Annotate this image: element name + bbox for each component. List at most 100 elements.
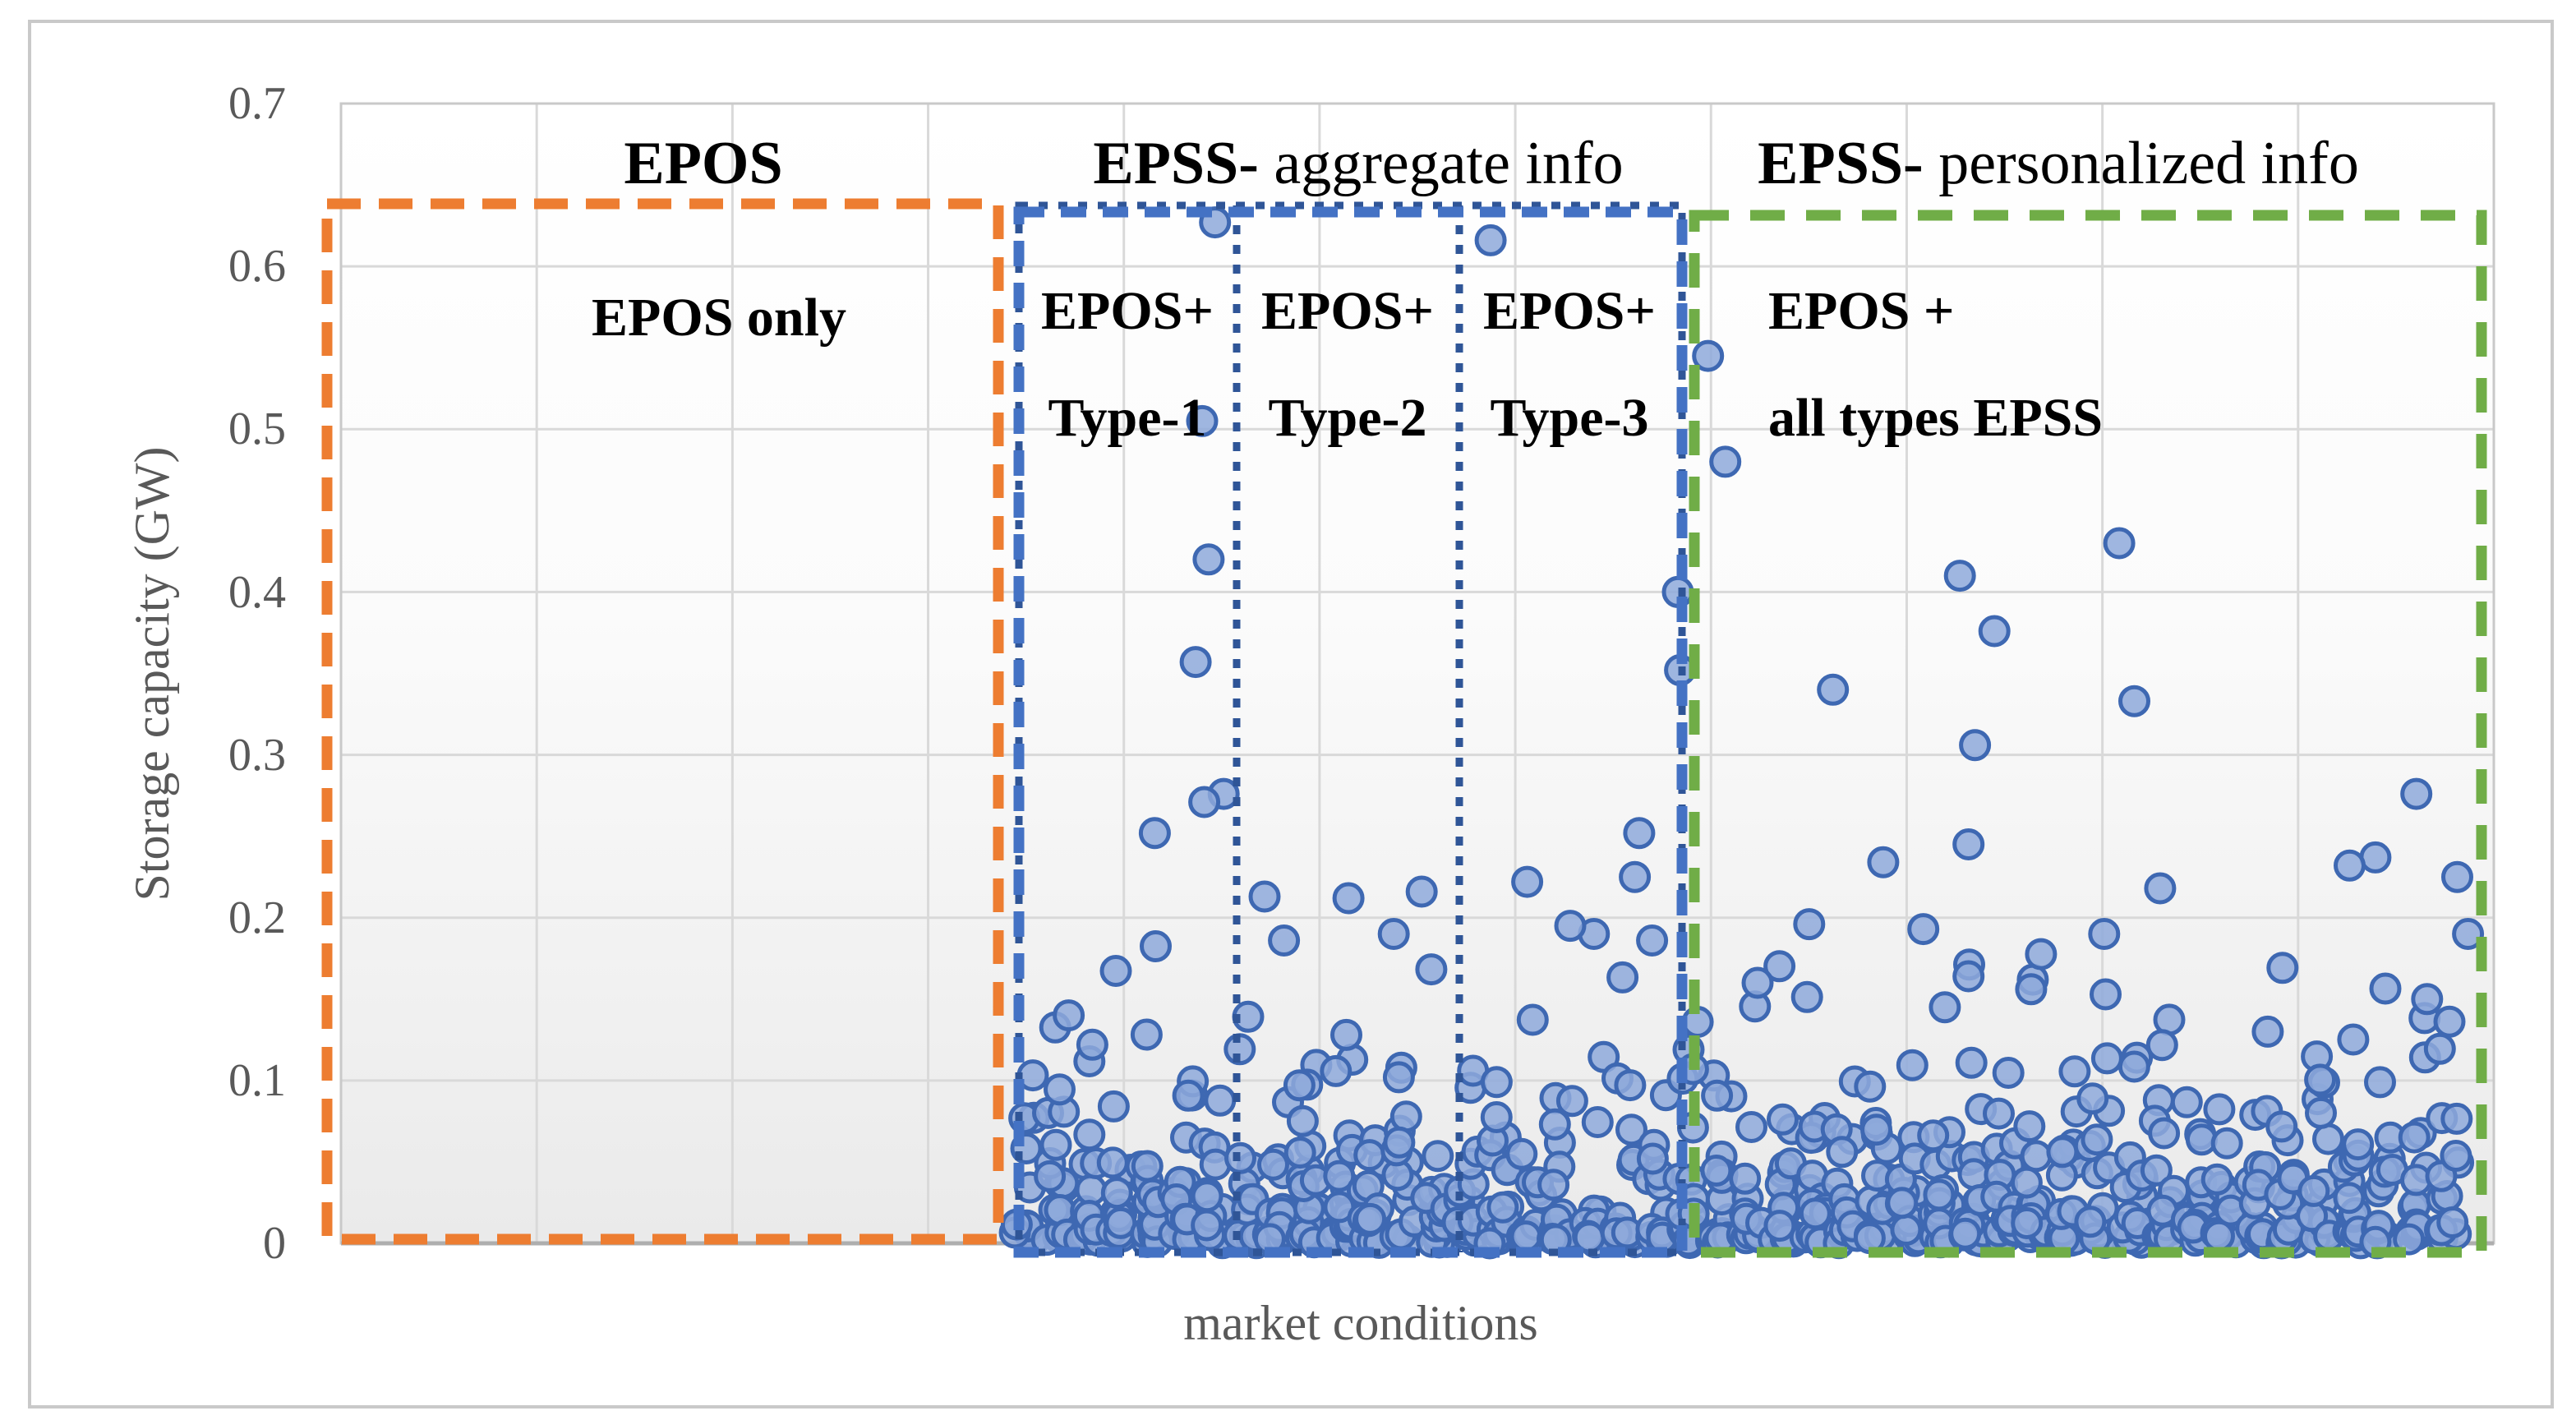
data-point xyxy=(1131,1150,1164,1183)
data-point xyxy=(2090,1042,2123,1075)
label-col2-line1: EPOS+ xyxy=(1261,281,1434,341)
data-point xyxy=(2398,1121,2431,1154)
scatter-points xyxy=(998,206,2485,1260)
data-point xyxy=(1943,560,1976,592)
data-point xyxy=(1204,1084,1237,1117)
data-point xyxy=(2140,1154,2173,1187)
data-point xyxy=(1949,1217,1982,1250)
data-point xyxy=(2411,983,2444,1016)
data-point xyxy=(2076,1082,2109,1115)
region-labels: EPOS EPSS- aggregate info EPSS- personal… xyxy=(592,130,2359,448)
y-tick-label-2: 0.2 xyxy=(228,892,286,943)
region-boxes xyxy=(321,198,2487,1258)
data-point xyxy=(2058,1055,2091,1088)
data-point xyxy=(1053,999,1085,1032)
data-point xyxy=(1332,882,1365,915)
data-point xyxy=(1983,1097,2015,1130)
data-point xyxy=(1763,950,1796,983)
data-point xyxy=(2436,1206,2469,1238)
data-point xyxy=(2117,1050,2150,1083)
data-point xyxy=(1929,991,1961,1024)
data-point xyxy=(1377,918,1410,950)
data-point xyxy=(1538,1108,1571,1141)
data-point xyxy=(2118,685,2150,717)
data-point xyxy=(1505,1137,1538,1170)
data-point xyxy=(1100,1177,1133,1210)
data-point xyxy=(1952,960,1985,993)
data-point xyxy=(1581,1106,1614,1138)
data-point xyxy=(1096,1146,1129,1179)
data-point xyxy=(2400,777,2433,810)
data-point xyxy=(1907,913,1940,946)
data-point xyxy=(1286,1104,1319,1137)
data-point xyxy=(1172,1079,1205,1112)
data-point xyxy=(1709,445,1742,478)
data-point xyxy=(1701,1079,1734,1112)
data-point xyxy=(1248,880,1281,913)
data-point xyxy=(1353,1139,1386,1172)
label-green-line1: EPOS + xyxy=(1768,281,1955,341)
data-point xyxy=(1188,786,1221,818)
data-point xyxy=(1268,924,1301,957)
data-point xyxy=(2359,841,2392,874)
data-point xyxy=(2103,527,2136,560)
data-point xyxy=(1957,1158,1990,1191)
data-point xyxy=(1486,1191,1519,1224)
data-point xyxy=(1867,846,1900,878)
data-point xyxy=(1283,1069,1316,1102)
data-point xyxy=(1511,865,1544,898)
data-point xyxy=(1959,729,1992,762)
data-point xyxy=(1767,1103,1799,1136)
data-point xyxy=(1516,1003,1549,1036)
data-point xyxy=(2452,918,2485,950)
data-point xyxy=(2025,938,2058,970)
data-point xyxy=(1799,1197,1832,1230)
data-point xyxy=(1978,615,2011,648)
y-tick-label-5: 0.5 xyxy=(228,403,286,454)
data-point xyxy=(1330,1018,1362,1051)
data-point xyxy=(2020,1140,2053,1173)
epss-personalized-region-box xyxy=(1689,210,2487,1258)
region-heading-epss-personalized: EPSS- personalized info xyxy=(1758,130,2359,197)
data-point xyxy=(1283,1136,1316,1169)
label-col1-line1: EPOS+ xyxy=(1041,281,1214,341)
data-point xyxy=(1354,1202,1387,1235)
data-point xyxy=(1992,1057,2025,1089)
region-heading-epss-aggregate: EPSS- aggregate info xyxy=(1093,130,1623,197)
data-point xyxy=(1323,1160,1356,1192)
data-point xyxy=(1952,828,1985,860)
axis-labels: 0 0.1 0.2 0.3 0.4 0.5 0.6 0.7 Storage ca… xyxy=(125,78,1538,1350)
data-point xyxy=(1383,1126,1416,1159)
data-point xyxy=(2088,918,2121,950)
data-point xyxy=(1917,1119,1950,1152)
data-point xyxy=(1130,1018,1163,1051)
data-point xyxy=(1555,1085,1588,1118)
data-point xyxy=(2010,1166,2043,1199)
data-point xyxy=(2074,1206,2107,1238)
y-axis-title: Storage capacity (GW) xyxy=(125,446,179,901)
data-point xyxy=(2013,1110,2046,1143)
data-point xyxy=(2015,973,2048,1006)
data-point xyxy=(1606,961,1639,994)
data-point xyxy=(2440,1102,2473,1135)
data-point xyxy=(1890,1214,1923,1246)
data-point xyxy=(1763,1210,1796,1242)
data-point xyxy=(1741,966,1774,999)
data-point xyxy=(1389,1100,1422,1133)
data-point xyxy=(1509,1220,1542,1253)
data-point xyxy=(1886,1187,1919,1219)
epos-region-box xyxy=(321,198,1004,1245)
data-point xyxy=(2203,1093,2236,1126)
y-tick-label-7: 0.7 xyxy=(228,78,286,129)
data-point xyxy=(1099,955,1132,987)
data-point xyxy=(2046,1136,2079,1169)
data-point xyxy=(2342,1128,2375,1161)
data-point xyxy=(1692,339,1725,372)
label-col2-line2: Type-2 xyxy=(1268,388,1426,448)
label-col1-line2: Type-1 xyxy=(1048,388,1206,448)
data-point xyxy=(1615,1113,1647,1146)
data-point xyxy=(1191,1209,1223,1242)
data-point xyxy=(2265,1110,2298,1143)
data-point xyxy=(2304,1063,2337,1096)
